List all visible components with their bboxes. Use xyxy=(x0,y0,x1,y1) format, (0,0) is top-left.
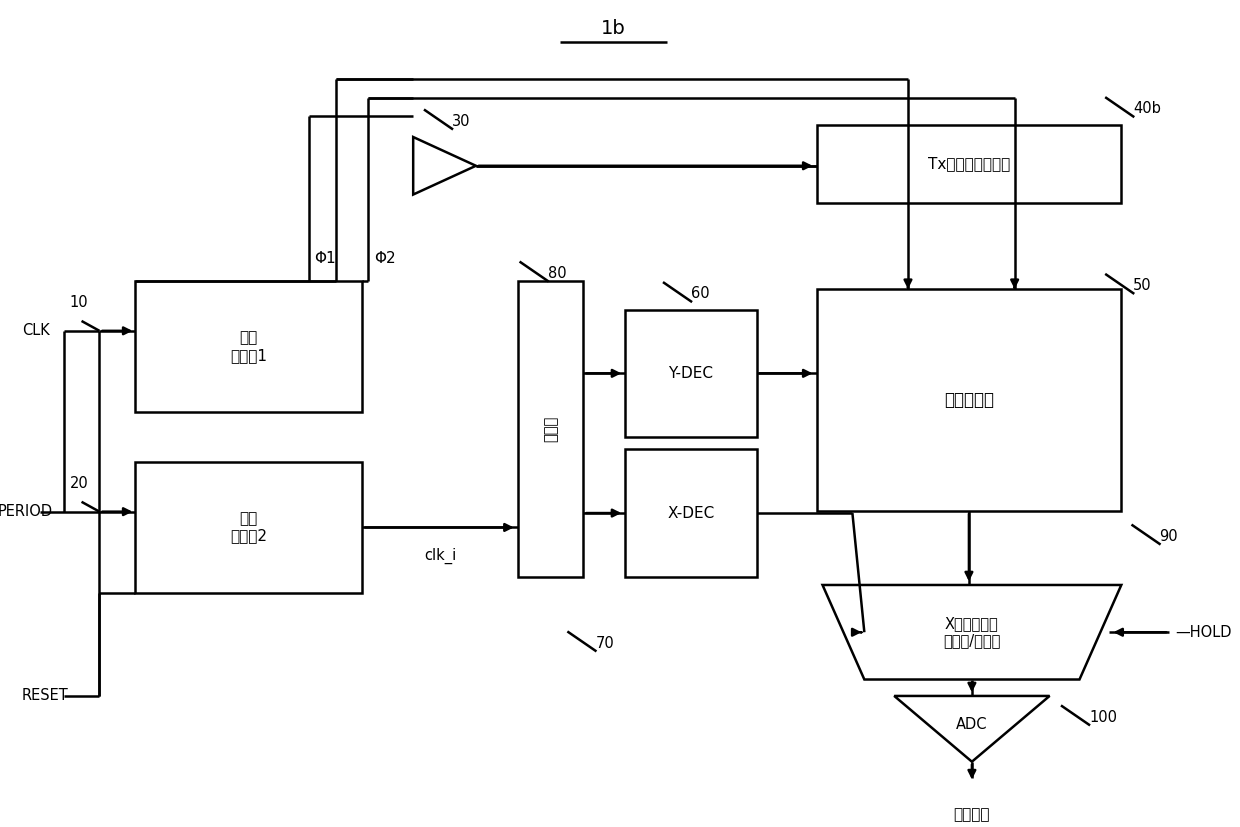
Text: 90: 90 xyxy=(1159,529,1178,544)
Polygon shape xyxy=(894,696,1049,762)
Polygon shape xyxy=(822,585,1121,680)
Text: Tx板（顶部金属）: Tx板（顶部金属） xyxy=(928,156,1011,171)
Text: 30: 30 xyxy=(453,114,470,129)
Text: 40b: 40b xyxy=(1133,102,1161,117)
Text: PERIOD: PERIOD xyxy=(0,504,53,519)
Text: 100: 100 xyxy=(1089,710,1117,724)
Text: 80: 80 xyxy=(548,265,567,281)
Text: Φ1: Φ1 xyxy=(315,251,336,266)
Polygon shape xyxy=(413,137,476,194)
Text: 时钟
产生刨2: 时钟 产生刨2 xyxy=(231,511,268,543)
Bar xyxy=(135,281,362,413)
Text: —HOLD: —HOLD xyxy=(1176,624,1231,640)
Text: X-DEC: X-DEC xyxy=(667,505,714,520)
Bar xyxy=(135,461,362,593)
Text: 传感器阵列: 传感器阵列 xyxy=(944,391,994,409)
Text: X多路复用器
（取样/保持）: X多路复用器 （取样/保持） xyxy=(944,616,1001,648)
Text: 60: 60 xyxy=(691,286,709,301)
Text: Y-DEC: Y-DEC xyxy=(668,366,713,380)
Bar xyxy=(518,281,584,576)
Text: 70: 70 xyxy=(595,636,614,651)
Text: 数据输出: 数据输出 xyxy=(954,807,991,822)
Text: Φ2: Φ2 xyxy=(374,251,396,266)
Text: CLK: CLK xyxy=(22,323,50,338)
Bar xyxy=(817,289,1121,511)
Text: 20: 20 xyxy=(69,476,88,491)
Text: 计数器: 计数器 xyxy=(543,416,558,442)
Text: 50: 50 xyxy=(1133,278,1152,294)
Bar xyxy=(625,309,756,437)
Bar xyxy=(817,125,1121,203)
Bar xyxy=(625,449,756,576)
Text: 1b: 1b xyxy=(601,19,626,38)
Text: ADC: ADC xyxy=(956,717,988,732)
Text: clk_i: clk_i xyxy=(424,548,456,564)
Text: 时钟
产生刨1: 时钟 产生刨1 xyxy=(231,331,268,363)
Text: 10: 10 xyxy=(69,295,88,310)
Text: RESET: RESET xyxy=(22,688,68,704)
